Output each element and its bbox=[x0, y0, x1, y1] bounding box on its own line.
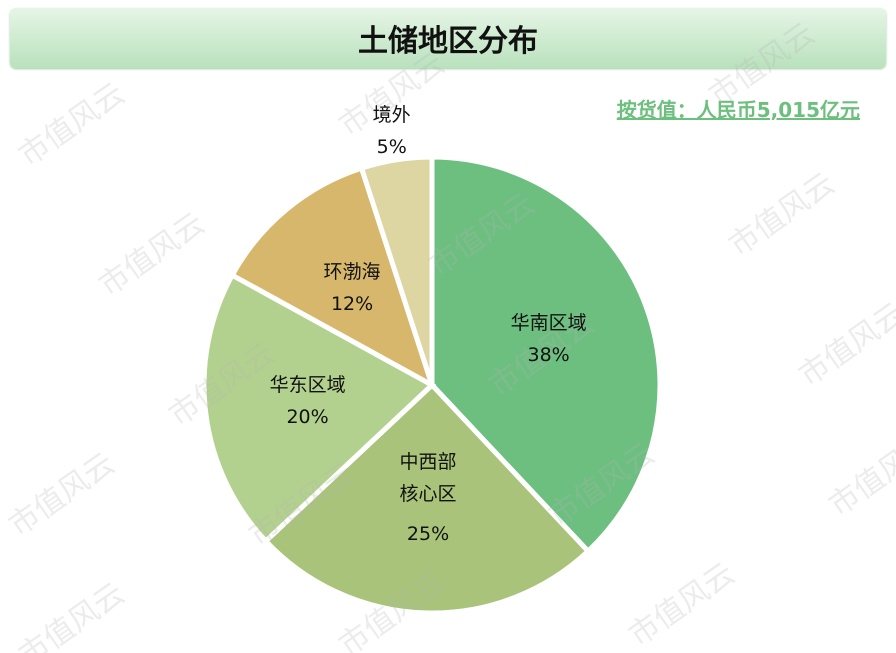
chart-subtitle: 按货值：人民币5,015亿元 bbox=[616, 98, 860, 122]
slice-value-label: 5% bbox=[376, 135, 407, 158]
slice-label: 华南区域 bbox=[510, 311, 587, 334]
pie-slice bbox=[201, 271, 437, 545]
slice-label: 中西部 核心区 bbox=[399, 451, 457, 506]
slice-value-label: 38% bbox=[527, 343, 570, 366]
pie-slice bbox=[429, 154, 663, 555]
pie-slice bbox=[358, 154, 435, 386]
pie-slice bbox=[228, 165, 437, 391]
slice-value-label: 12% bbox=[330, 293, 374, 316]
chart-title: 土储地区分布 bbox=[10, 8, 886, 68]
slice-value-label: 25% bbox=[406, 523, 450, 546]
slice-label: 华东区域 bbox=[269, 373, 346, 396]
pie-slice bbox=[262, 381, 592, 616]
slice-value-label: 20% bbox=[286, 405, 329, 428]
slice-label: 环渤海 bbox=[323, 261, 381, 284]
slice-label: 境外 bbox=[372, 103, 411, 126]
